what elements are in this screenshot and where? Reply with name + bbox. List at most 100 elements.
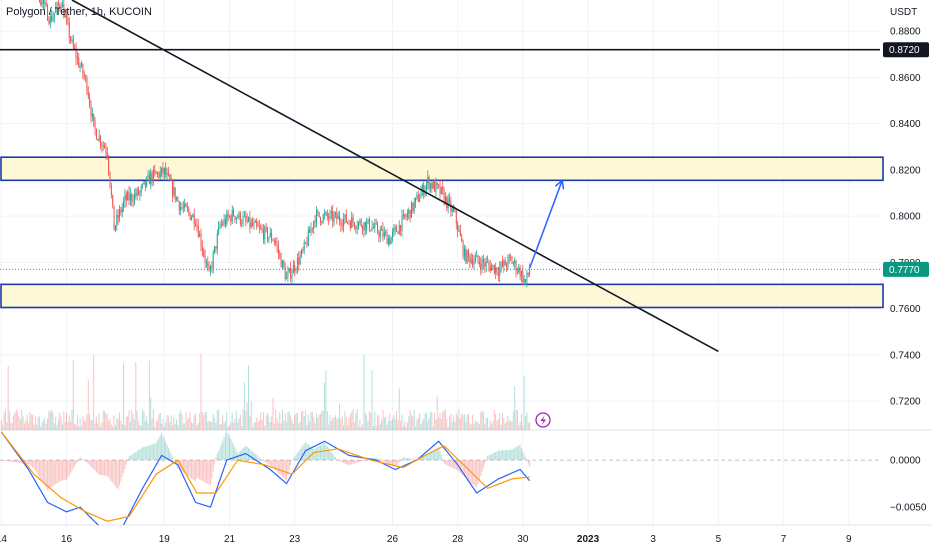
macd-histogram-bar	[71, 460, 73, 471]
macd-histogram-bar	[2, 460, 4, 461]
macd-histogram-bar	[29, 460, 31, 466]
volume-bar	[4, 409, 6, 430]
volume-bar	[190, 422, 192, 430]
macd-histogram-bar	[76, 460, 78, 462]
volume-bar	[455, 413, 457, 430]
volume-bar	[511, 421, 513, 430]
candle-body	[52, 16, 54, 21]
macd-histogram-bar	[485, 459, 487, 461]
volume-bar	[61, 424, 63, 430]
volume-bar	[192, 423, 194, 430]
candle-body	[435, 182, 437, 192]
volume-bar	[144, 421, 146, 430]
macd-histogram-bar	[98, 460, 100, 475]
volume-bar	[93, 354, 95, 430]
macd-histogram-bar	[146, 446, 148, 461]
macd-histogram-bar	[409, 458, 411, 461]
macd-histogram-bar	[440, 455, 442, 461]
candle-body	[405, 216, 407, 218]
macd-histogram-bar	[42, 460, 44, 484]
candle-body	[63, 3, 65, 18]
candle-body	[512, 263, 514, 265]
macd-histogram-bar	[101, 460, 103, 476]
candle-body	[310, 227, 312, 233]
candle-body	[264, 226, 266, 240]
volume-bar	[324, 382, 326, 430]
price-tick-label: 0.8600	[890, 73, 921, 84]
volume-bar	[249, 415, 251, 430]
candle-body	[48, 20, 50, 24]
candle-body	[146, 177, 148, 187]
macd-histogram-bar	[492, 453, 494, 461]
macd-histogram-bar	[489, 454, 491, 461]
candle-body	[189, 212, 191, 220]
volume-bar	[328, 424, 330, 430]
macd-histogram-bar	[211, 460, 213, 479]
macd-histogram-bar	[500, 450, 502, 461]
macd-histogram-bar	[136, 450, 138, 461]
candle-body	[262, 230, 264, 240]
volume-bar	[487, 418, 489, 430]
volume-bar	[199, 413, 201, 430]
volume-bar	[362, 424, 364, 430]
candle-body	[470, 259, 472, 263]
candle-body	[147, 174, 149, 178]
macd-histogram-bar	[176, 460, 178, 466]
macd-histogram-bar	[381, 460, 383, 461]
macd-histogram-bar	[378, 459, 380, 461]
candle-body	[119, 209, 121, 219]
macd-histogram-bar	[275, 460, 277, 471]
candle-body	[434, 181, 436, 192]
volume-bar	[343, 425, 345, 430]
candle-body	[61, 3, 63, 8]
volume-bars	[0, 353, 531, 430]
macd-histogram-bar	[482, 460, 484, 468]
candle-body	[243, 215, 245, 217]
volume-bar	[468, 414, 470, 430]
candle-body	[97, 139, 99, 141]
volume-bar	[310, 412, 312, 430]
replay-icon[interactable]	[535, 412, 551, 428]
volume-bar	[163, 426, 165, 430]
candle-body	[280, 254, 282, 268]
candle-body	[70, 37, 72, 42]
volume-bar	[391, 418, 393, 430]
candle-body	[343, 219, 345, 227]
time-tick-label: 23	[289, 534, 301, 545]
candle-body	[336, 212, 338, 220]
volume-bar	[193, 415, 195, 430]
volume-bar	[484, 424, 486, 430]
volume-bar	[527, 423, 529, 430]
volume-bar	[177, 424, 179, 430]
macd-histogram-bar	[299, 449, 301, 461]
macd-histogram-bar	[257, 456, 259, 461]
volume-bar	[453, 415, 455, 430]
candle-body	[195, 224, 197, 226]
volume-bar	[379, 424, 381, 430]
macd-histogram-bar	[233, 444, 235, 461]
macd-histogram-bar	[351, 460, 353, 465]
candle-body	[288, 268, 290, 272]
candle-body	[121, 206, 123, 213]
macd-histogram-bar	[18, 460, 20, 463]
macd-histogram-bar	[234, 447, 236, 461]
volume-bar	[408, 416, 410, 430]
volume-bar	[436, 396, 438, 430]
volume-bar	[52, 412, 54, 430]
candle-body	[200, 233, 202, 247]
candle-body	[510, 256, 512, 258]
candle-body	[47, 5, 49, 21]
volume-bar	[374, 411, 376, 430]
candle-body	[272, 240, 274, 242]
volume-bar	[447, 426, 449, 430]
volume-bar	[431, 412, 433, 430]
candle-body	[101, 144, 103, 146]
candle-body	[491, 266, 493, 271]
volume-bar	[38, 416, 40, 430]
time-tick-label: 5	[716, 534, 722, 545]
volume-bar	[120, 420, 122, 430]
candle-body	[275, 241, 277, 244]
volume-bar	[358, 426, 360, 430]
candle-body	[472, 259, 474, 266]
